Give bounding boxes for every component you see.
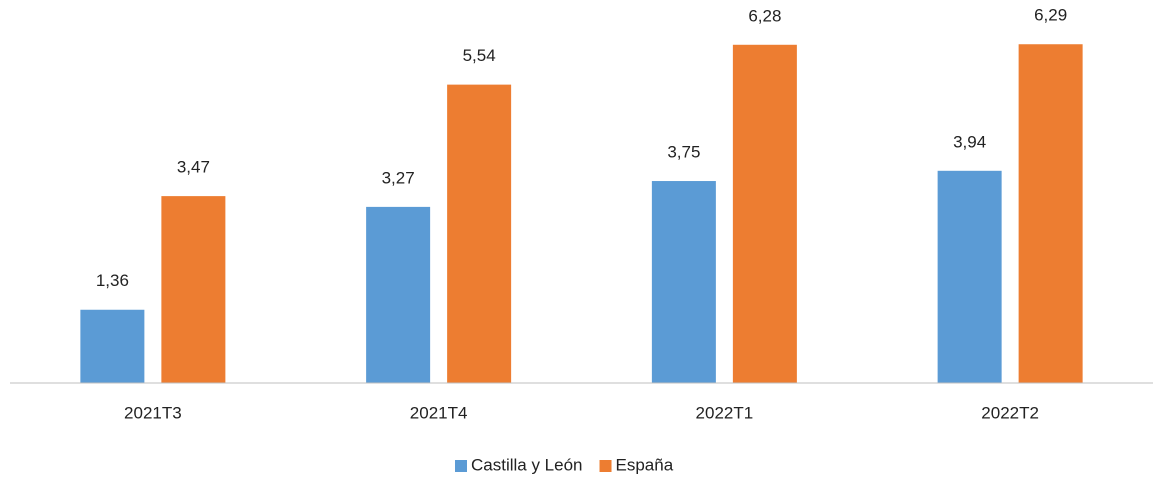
bar [732,44,797,384]
x-tick-label: 2022T1 [696,403,754,422]
bar [937,170,1002,383]
data-label: 5,54 [463,46,496,65]
legend-swatch [599,460,612,472]
bar [447,84,512,383]
data-label: 6,28 [748,6,781,25]
x-tick-label: 2022T2 [981,403,1039,422]
data-label: 1,36 [96,271,129,290]
bar [366,206,431,383]
data-label: 3,94 [953,132,986,151]
bar [161,196,226,383]
bar [1018,44,1083,383]
data-label: 3,47 [177,158,210,177]
data-label: 3,27 [382,168,415,187]
x-tick-label: 2021T4 [410,403,468,422]
legend-label: España [616,455,674,474]
x-tick-label: 2021T3 [124,403,182,422]
legend-swatch [455,460,467,472]
bar [80,309,145,383]
bar [651,181,716,383]
data-label: 6,29 [1034,6,1067,25]
legend-label: Castilla y León [471,455,583,474]
data-label: 3,75 [667,143,700,162]
